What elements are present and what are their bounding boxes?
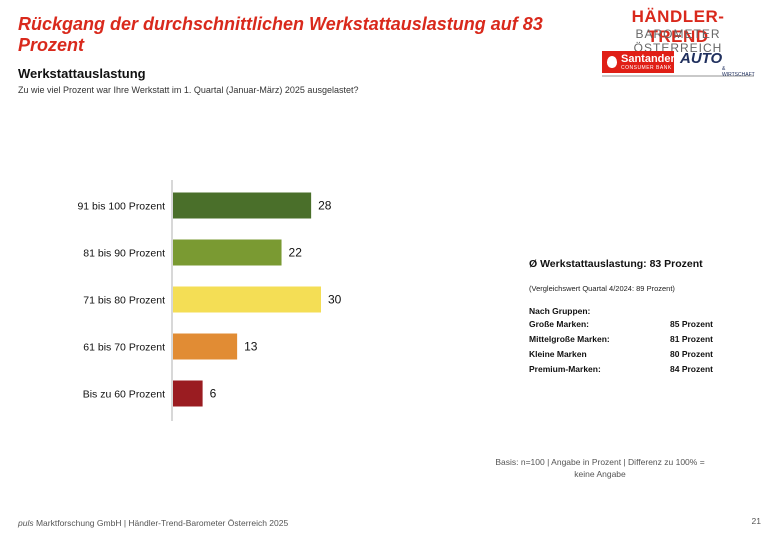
bar	[173, 333, 238, 360]
bar	[173, 239, 282, 266]
haendler-trend-logo: HÄNDLER-TREND BAROMETER ÖSTERREICH Santa…	[602, 5, 755, 78]
group-name: Mittelgroße Marken:	[529, 334, 610, 344]
groups-header: Nach Gruppen:	[529, 306, 591, 316]
group-name: Kleine Marken	[529, 349, 587, 359]
data-label: 22	[289, 246, 303, 260]
santander-sub-label: CONSUMER BANK	[621, 65, 672, 71]
data-label: 30	[328, 293, 342, 307]
group-value: 81 Prozent	[670, 334, 713, 344]
santander-logo: Santander CONSUMER BANK	[602, 51, 675, 73]
group-value: 84 Prozent	[670, 364, 713, 374]
group-row: Kleine Marken 80 Prozent	[529, 349, 713, 362]
flame-icon	[607, 56, 617, 68]
santander-label: Santander	[621, 53, 675, 65]
group-name: Premium-Marken:	[529, 364, 601, 374]
survey-question: Zu wie viel Prozent war Ihre Werkstatt i…	[18, 85, 359, 95]
category-label: 61 bis 70 Prozent	[83, 342, 165, 354]
footer-text: Marktforschung GmbH | Händler-Trend-Baro…	[33, 518, 289, 528]
footer-brand: puls	[18, 518, 34, 528]
page-number: 21	[751, 516, 761, 526]
group-value: 85 Prozent	[670, 319, 713, 329]
bar	[173, 192, 312, 219]
category-label: Bis zu 60 Prozent	[83, 389, 165, 401]
bar	[173, 286, 321, 313]
basis-note: Basis: n=100 | Angabe in Prozent | Diffe…	[470, 456, 730, 480]
basis-line-1: Basis: n=100 | Angabe in Prozent | Diffe…	[495, 457, 705, 467]
bar	[173, 380, 203, 407]
auto-wirtschaft-sub-label: & WIRTSCHAFT	[722, 66, 755, 78]
basis-line-2: keine Angabe	[574, 469, 626, 479]
average-utilization: Ø Werkstattauslastung: 83 Prozent	[529, 258, 703, 270]
category-label: 91 bis 100 Prozent	[77, 201, 165, 213]
comparison-value: (Vergleichswert Quartal 4/2024: 89 Proze…	[529, 284, 675, 293]
group-name: Große Marken:	[529, 319, 589, 329]
chart-subtitle: Werkstattauslastung	[18, 66, 146, 81]
category-label: 71 bis 80 Prozent	[83, 295, 165, 307]
data-label: 13	[244, 340, 258, 354]
group-row: Mittelgroße Marken: 81 Prozent	[529, 334, 713, 347]
footer-source: puls Marktforschung GmbH | Händler-Trend…	[18, 518, 288, 528]
category-label: 81 bis 90 Prozent	[83, 248, 165, 260]
bar-chart: 91 bis 100 Prozent 28 81 bis 90 Prozent 22 7…	[77, 180, 342, 421]
data-label: 28	[318, 199, 332, 213]
page-title: Rückgang der durchschnittlichen Werkstat…	[18, 14, 543, 55]
group-row: Premium-Marken: 84 Prozent	[529, 364, 713, 377]
auto-wirtschaft-logo: AUTO	[680, 50, 723, 67]
group-row: Große Marken: 85 Prozent	[529, 319, 713, 332]
data-label: 6	[210, 387, 217, 401]
group-value: 80 Prozent	[670, 349, 713, 359]
logo-title: HÄNDLER-TREND	[631, 7, 725, 46]
